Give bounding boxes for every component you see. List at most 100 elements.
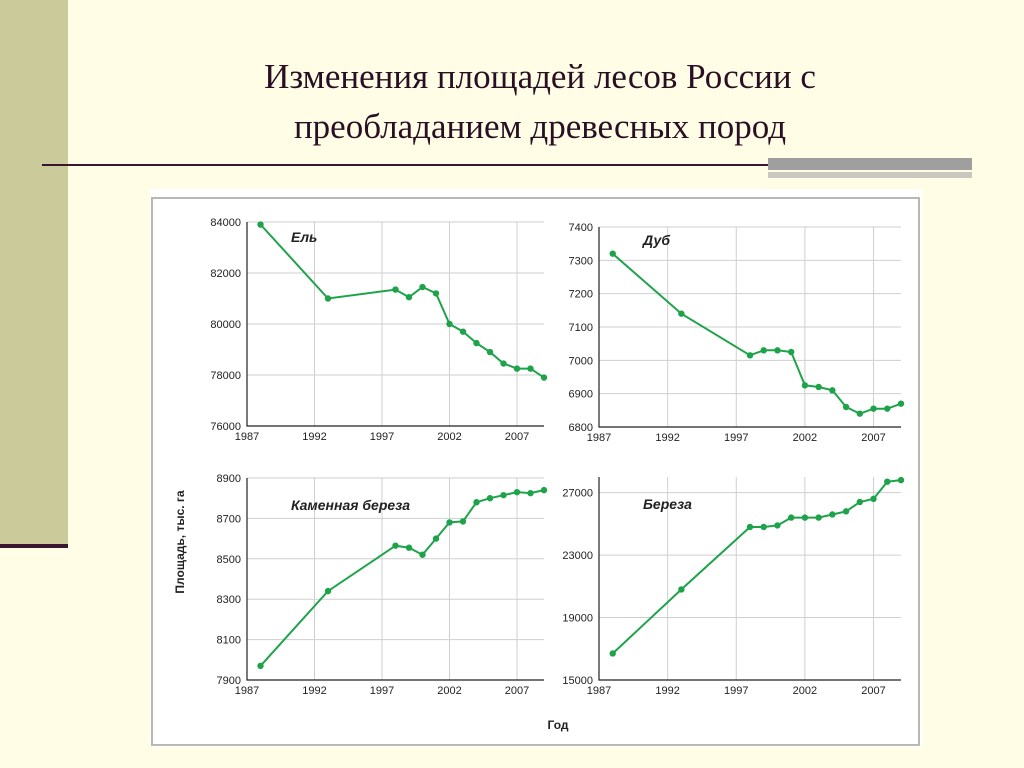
panel-1: 1987 1992 1997 2002 2007 76000 78000 80000 82000…	[210, 217, 548, 443]
data-point	[324, 587, 332, 595]
data-point	[459, 328, 467, 335]
panel-3: 1987 1992 1997 2002 2007 7900 8100 8300 8500 8700…	[217, 473, 548, 697]
y-tick-label: 7100	[569, 322, 593, 334]
data-point	[257, 221, 264, 228]
data-point	[746, 523, 754, 531]
data-point	[884, 478, 891, 485]
data-point	[486, 348, 494, 356]
data-point	[459, 518, 467, 525]
data-point	[432, 290, 440, 297]
y-tick-label: 8500	[217, 554, 241, 566]
x-tick-label: 1992	[655, 685, 679, 697]
y-tick-label: 7200	[569, 289, 593, 301]
title-underline	[42, 164, 770, 166]
data-point	[527, 365, 534, 372]
x-tick-label: 1992	[302, 431, 326, 443]
x-tick-label: 1987	[235, 431, 259, 443]
data-point	[392, 542, 399, 549]
y-tick-label: 27000	[562, 488, 593, 500]
x-tick-label: 2007	[861, 685, 885, 697]
y-axis-title: Площадь, тыс. га	[173, 490, 187, 593]
data-point	[870, 495, 877, 503]
slide-title-line2: преобладанием древесных пород	[293, 107, 787, 146]
data-point	[746, 352, 754, 359]
y-tick-label: 15000	[562, 675, 593, 687]
y-tick-label: 19000	[562, 613, 593, 625]
x-tick-label: 2007	[505, 431, 529, 443]
data-point	[829, 387, 836, 394]
y-tick-label: 7000	[569, 355, 593, 367]
panel-axes	[246, 222, 544, 427]
data-point	[419, 551, 426, 558]
data-point	[815, 383, 822, 391]
data-point	[829, 511, 836, 518]
panel-title: Каменная береза	[291, 497, 410, 513]
data-point	[870, 405, 877, 412]
panel-title: Ель	[291, 229, 317, 245]
data-point	[609, 250, 616, 257]
left-decor-rule	[0, 544, 68, 548]
title-gray-bar	[768, 158, 972, 170]
data-point	[678, 310, 685, 317]
y-tick-label: 78000	[210, 370, 241, 382]
panel-axes	[598, 227, 901, 428]
data-point	[446, 519, 453, 526]
x-tick-label: 1997	[724, 432, 748, 444]
x-tick-label: 2002	[793, 685, 817, 697]
x-tick-label: 1992	[302, 685, 326, 697]
data-point	[500, 491, 507, 499]
data-point	[609, 650, 616, 657]
x-tick-label: 1997	[370, 685, 394, 697]
y-tick-label: 80000	[210, 319, 241, 331]
y-tick-label: 82000	[210, 268, 241, 280]
panel-2: 1987 1992 1997 2002 2007 6800 6900 7000 7100 7200…	[569, 222, 905, 444]
data-point	[856, 498, 864, 506]
data-point	[897, 476, 905, 484]
y-tick-label: 8700	[217, 513, 241, 525]
data-point	[500, 360, 507, 367]
x-tick-label: 1992	[655, 432, 679, 444]
panel-title: Береза	[643, 496, 692, 512]
y-tick-label: 84000	[210, 217, 241, 229]
data-point	[446, 320, 453, 328]
data-point	[678, 586, 685, 593]
y-tick-label: 6800	[569, 422, 593, 434]
data-point	[257, 662, 264, 670]
data-point	[774, 522, 781, 529]
y-tick-label: 8300	[217, 594, 241, 606]
data-point	[774, 347, 781, 354]
data-point	[801, 514, 809, 521]
data-point	[801, 382, 809, 389]
data-point	[540, 374, 548, 381]
y-tick-label: 76000	[210, 421, 241, 433]
x-tick-label: 1987	[235, 685, 259, 697]
data-point	[486, 495, 494, 502]
y-tick-label: 7900	[217, 675, 241, 687]
data-point	[405, 544, 413, 551]
data-point	[540, 486, 548, 494]
figure-frame	[151, 197, 920, 746]
left-decor-bar	[0, 0, 68, 548]
y-tick-label: 7300	[569, 255, 593, 267]
data-point	[473, 339, 480, 347]
x-tick-label: 2007	[861, 432, 885, 444]
series-line	[259, 223, 545, 379]
data-point	[513, 365, 521, 372]
panel-axes	[598, 477, 901, 681]
data-point	[473, 499, 480, 506]
panels-group: 1987 1992 1997 2002 2007 76000 78000 80000 82000…	[210, 217, 905, 697]
data-point	[842, 508, 850, 515]
data-point	[787, 514, 795, 521]
y-tick-label: 7400	[569, 222, 593, 234]
panel-title: Дуб	[642, 232, 670, 248]
data-point	[884, 405, 891, 412]
slide-title: Изменения площадей лесов России с преобл…	[120, 52, 960, 152]
data-point	[527, 489, 534, 497]
title-gray-bar-shadow	[768, 172, 972, 178]
x-tick-label: 2007	[505, 685, 529, 697]
data-point	[432, 535, 440, 542]
x-tick-label: 2002	[793, 432, 817, 444]
data-point	[897, 400, 905, 407]
data-point	[787, 348, 795, 356]
data-point	[324, 295, 332, 302]
